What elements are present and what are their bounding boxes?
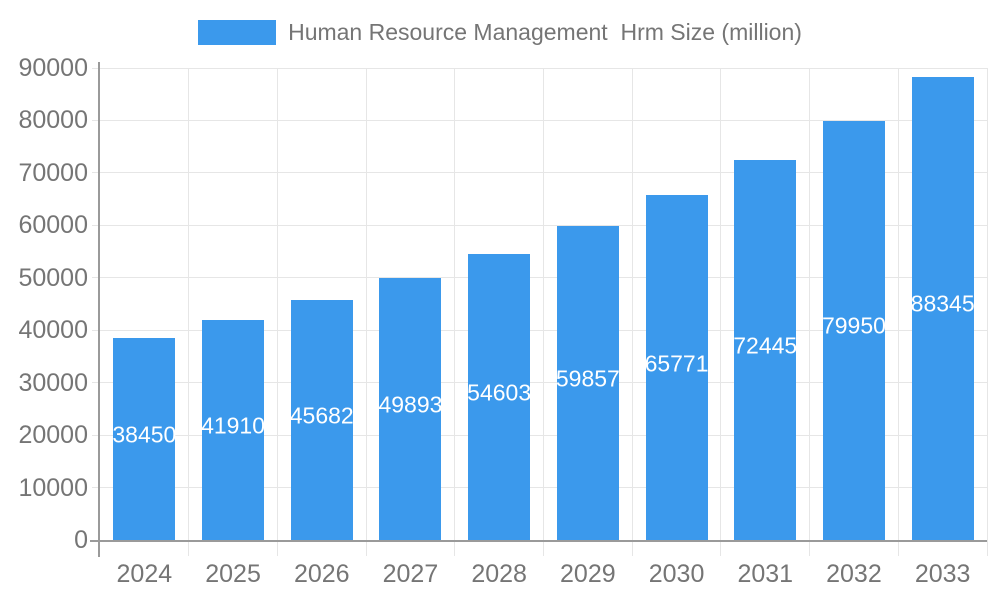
y-tick-label: 60000	[18, 211, 88, 240]
v-gridline	[454, 68, 456, 556]
bar	[556, 226, 619, 540]
h-gridline	[92, 382, 987, 384]
bar	[202, 320, 265, 540]
legend-label: Human Resource Management Hrm Size (mill…	[288, 18, 802, 45]
v-gridline	[188, 68, 190, 556]
h-gridline	[92, 277, 987, 279]
bar-value-label: 41910	[201, 412, 266, 439]
x-tick-label: 2028	[471, 560, 527, 588]
y-tick-label: 10000	[18, 473, 88, 502]
v-gridline	[543, 68, 544, 556]
bar	[734, 160, 797, 540]
x-axis-line	[90, 540, 987, 542]
h-gridline	[92, 487, 987, 489]
v-gridline	[809, 68, 811, 556]
x-tick-label: 2030	[648, 560, 705, 588]
y-axis-line	[98, 62, 100, 557]
bar-value-label: 54603	[467, 379, 532, 406]
h-gridline	[92, 329, 987, 331]
x-tick-label: 2025	[205, 560, 261, 588]
v-gridline	[897, 68, 899, 556]
x-tick-label: 2024	[116, 560, 173, 588]
bar-value-label: 65771	[644, 350, 709, 377]
x-tick-label: 2027	[382, 560, 439, 588]
h-gridline	[92, 224, 987, 226]
x-tick-label: 2029	[560, 560, 616, 588]
bar-value-label: 79950	[821, 312, 886, 339]
x-tick-label: 2026	[293, 560, 350, 588]
bar-value-label: 72445	[733, 332, 798, 359]
legend-swatch-icon	[198, 19, 277, 45]
x-tick-label: 2032	[826, 560, 882, 588]
v-gridline	[986, 68, 988, 556]
x-tick-label: 2031	[737, 560, 794, 588]
v-gridline	[276, 68, 278, 556]
y-tick-label: 20000	[18, 421, 88, 450]
v-gridline	[365, 68, 367, 556]
h-gridline	[92, 434, 987, 436]
y-tick-label: 0	[74, 526, 88, 554]
bar-value-label: 38450	[112, 421, 177, 448]
bar	[822, 120, 885, 540]
y-tick-label: 40000	[18, 316, 88, 345]
x-tick-label: 2033	[914, 560, 971, 588]
y-tick-label: 90000	[18, 54, 88, 82]
h-gridline	[92, 67, 987, 69]
bar	[645, 195, 708, 540]
h-gridline	[92, 119, 987, 121]
y-tick-label: 50000	[18, 263, 88, 292]
bar-value-label: 45682	[289, 402, 354, 429]
y-tick-label: 80000	[18, 106, 88, 135]
y-tick-label: 70000	[18, 158, 88, 187]
plot-area: 38450 41910 45682 49893 54603 59857 65771 72445…	[90, 62, 988, 557]
chart-legend-item[interactable]: Human Resource Management Hrm Size (mill…	[0, 19, 1000, 45]
v-gridline	[631, 68, 633, 556]
bar-value-label: 59857	[555, 365, 620, 392]
bar	[113, 338, 176, 540]
bar	[911, 76, 974, 540]
bar	[379, 278, 442, 540]
h-gridline	[92, 172, 987, 174]
bar-value-label: 88345	[910, 290, 975, 317]
y-tick-label: 30000	[18, 368, 88, 397]
v-gridline	[720, 68, 722, 556]
bar	[468, 253, 531, 540]
bar-value-label: 49893	[378, 391, 443, 418]
bar	[290, 300, 353, 540]
